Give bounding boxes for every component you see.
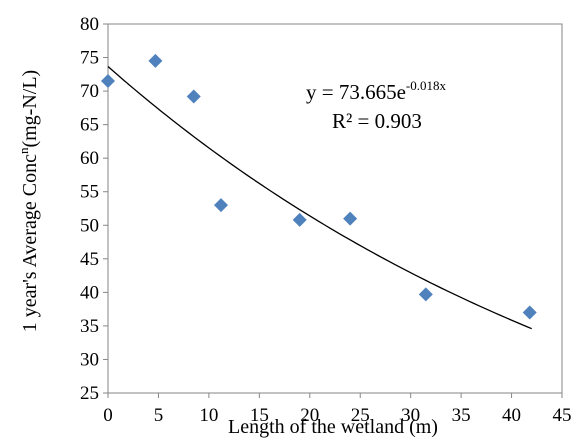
x-tick-label: 0 xyxy=(103,405,113,426)
y-tick-label: 65 xyxy=(80,115,99,136)
y-tick-label: 35 xyxy=(80,316,99,337)
x-tick-label: 40 xyxy=(502,405,521,426)
trendline xyxy=(107,66,532,330)
y-tick-label: 25 xyxy=(80,383,99,404)
x-axis-title: Length of the wetland (m) xyxy=(228,416,438,438)
x-tick-label: 15 xyxy=(250,405,269,426)
data-point xyxy=(343,211,358,226)
data-point xyxy=(418,287,433,302)
y-tick-label: 55 xyxy=(80,182,99,203)
y-tick-label: 40 xyxy=(80,282,99,303)
y-tick-label: 45 xyxy=(80,249,99,270)
trendline-equation: y = 73.665e-0.018x xyxy=(306,78,447,104)
x-tick-label: 20 xyxy=(300,405,319,426)
x-tick-label: 35 xyxy=(452,405,471,426)
y-tick-label: 70 xyxy=(80,81,99,102)
r-squared-label: R² = 0.903 xyxy=(332,109,422,133)
x-tick-label: 10 xyxy=(199,405,218,426)
x-axis: 0 5 10 15 20 25 30 35 40 45 xyxy=(103,393,572,426)
data-point xyxy=(213,198,228,213)
x-tick-label: 5 xyxy=(154,405,164,426)
plot-area xyxy=(107,23,563,394)
x-tick-label: 45 xyxy=(553,405,572,426)
data-point xyxy=(186,89,201,104)
y-axis: 25 30 35 40 45 50 55 60 65 70 75 80 xyxy=(80,14,108,404)
x-tick-label: 25 xyxy=(351,405,370,426)
data-point xyxy=(101,74,115,89)
y-tick-label: 60 xyxy=(80,148,99,169)
x-tick-label: 30 xyxy=(401,405,420,426)
y-tick-label: 50 xyxy=(80,215,99,236)
data-point xyxy=(522,305,537,320)
y-tick-label: 30 xyxy=(80,349,99,370)
data-point xyxy=(148,53,163,68)
plot-border xyxy=(107,23,563,394)
data-point xyxy=(292,212,307,227)
data-points xyxy=(101,53,537,320)
y-axis-title: 1 year's Average Concn(mg-N/L) xyxy=(16,70,41,332)
y-tick-label: 75 xyxy=(80,48,99,69)
y-tick-label: 80 xyxy=(80,14,99,35)
